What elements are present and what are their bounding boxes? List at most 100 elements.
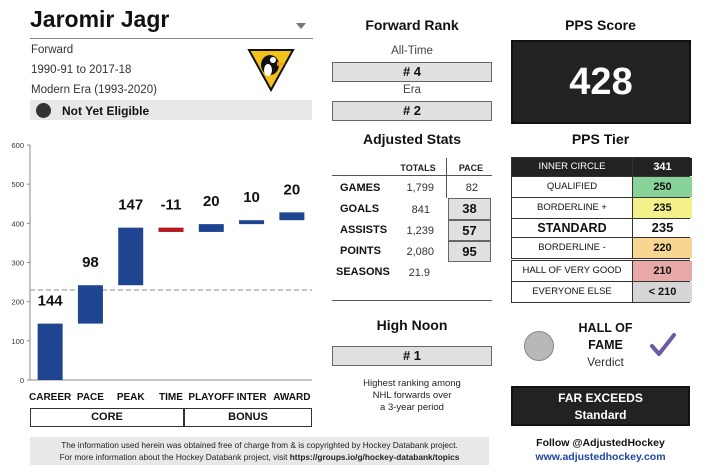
category-label-peak: PEAK	[117, 392, 146, 403]
hof-status: Not Yet Eligible	[62, 104, 150, 118]
tier-value: 210	[632, 261, 692, 281]
tier-name: INNER CIRCLE	[538, 161, 606, 172]
forward-rank-title: Forward Rank	[365, 17, 459, 33]
tier-name: EVERYONE ELSE	[532, 286, 612, 297]
stat-pace-games: 82	[465, 182, 478, 194]
y-tick-label: 100	[11, 337, 24, 346]
tier-name: BORDERLINE -	[538, 242, 606, 253]
tier-value: 341	[632, 158, 692, 176]
pace-header: PACE	[458, 163, 484, 173]
follow-handle[interactable]: Follow @AdjustedHockey	[536, 437, 665, 449]
player-dropdown-arrow-icon[interactable]	[296, 23, 306, 29]
stat-label-assists: ASSISTS	[340, 224, 388, 236]
hof-verdict-avatar	[524, 331, 554, 361]
stat-pace-goals: 38	[448, 198, 491, 220]
exceeds-line2: Standard	[574, 408, 627, 422]
data-source-note: The information used herein was obtained…	[30, 437, 489, 465]
value-label-peak: 147	[118, 197, 143, 214]
tier-value: 220	[632, 238, 692, 258]
era-rank: # 2	[332, 101, 492, 121]
stat-total-points: 2,080	[406, 246, 434, 258]
stat-pace-points: 95	[448, 241, 491, 262]
y-tick-label: 0	[20, 376, 24, 385]
tier-name: BORDERLINE +	[537, 202, 607, 213]
all-time-label: All-Time	[391, 45, 433, 57]
data-source-text: For more information about the Hockey Da…	[59, 452, 290, 462]
high-noon-rank: # 1	[332, 346, 492, 366]
tier-row: BORDERLINE + 235	[511, 197, 692, 219]
stat-label-points: POINTS	[340, 245, 381, 257]
tier-row: BORDERLINE - 220	[511, 237, 692, 259]
y-tick-label: 200	[11, 298, 24, 307]
group-bonus: BONUS	[184, 408, 312, 427]
stat-label-seasons: SEASONS	[336, 266, 390, 278]
group-core: CORE	[30, 408, 184, 427]
bar-peak	[118, 227, 144, 286]
player-name: Jaromir Jagr	[30, 6, 170, 32]
tier-row: EVERYONE ELSE < 210	[511, 281, 692, 303]
totals-header: TOTALS	[400, 163, 436, 173]
penguins-logo	[247, 49, 295, 92]
checkmark-icon	[650, 333, 676, 356]
stat-total-goals: 841	[411, 204, 430, 216]
data-source-line2: For more information about the Hockey Da…	[30, 451, 489, 463]
y-tick-label: 300	[11, 259, 24, 268]
category-label-pace: PACE	[77, 392, 104, 403]
value-label-inter: 10	[243, 189, 260, 206]
stat-label-games: GAMES	[340, 182, 381, 194]
stat-total-games: 1,799	[406, 182, 434, 194]
player-era: Modern Era (1993-2020)	[31, 84, 157, 96]
tier-name: QUALIFIED	[546, 181, 598, 192]
player-seasons: 1990-91 to 2017-18	[31, 64, 132, 76]
value-label-career: 144	[38, 293, 64, 310]
tier-value: 250	[632, 177, 692, 197]
y-tick-label: 500	[11, 180, 24, 189]
value-label-pace: 98	[82, 254, 99, 271]
category-label-inter: INTER	[237, 392, 268, 403]
bar-pace	[77, 285, 103, 324]
hockey-databank-link[interactable]: https://groups.io/g/hockey-databank/topi…	[289, 452, 460, 462]
y-tick-label: 600	[11, 141, 24, 150]
tier-row: INNER CIRCLE 341	[511, 157, 692, 177]
all-time-rank: # 4	[332, 62, 492, 82]
far-exceeds-box: FAR EXCEEDS Standard	[511, 386, 690, 426]
high-noon-title: High Noon	[376, 317, 448, 333]
pps-score-value: 428	[511, 40, 691, 124]
bar-award	[279, 212, 305, 221]
hall-of-fame-icon	[36, 103, 51, 118]
era-label: Era	[403, 84, 421, 96]
tier-name: HALL OF VERY GOOD	[522, 265, 622, 276]
verdict-subtitle: Verdict	[587, 355, 624, 369]
verdict-title: HALL OF FAME	[568, 320, 643, 354]
high-noon-rule	[332, 300, 492, 301]
tier-row: QUALIFIED 250	[511, 176, 692, 198]
pps-tier-table: INNER CIRCLE 341 QUALIFIED 250 BORDERLINE + 2…	[511, 157, 692, 303]
bar-playoff	[198, 224, 224, 232]
hof-status-row	[30, 100, 312, 120]
stat-total-seasons: 21.9	[408, 267, 430, 279]
pps-tier-title: PPS Tier	[571, 131, 630, 147]
value-label-award: 20	[284, 181, 301, 198]
high-noon-desc-2: NHL forwards over	[372, 390, 452, 401]
bar-career	[37, 323, 63, 380]
website-link[interactable]: www.adjustedhockey.com	[535, 451, 666, 463]
stat-label-goals: GOALS	[340, 203, 380, 215]
tier-name: STANDARD	[537, 221, 607, 235]
pps-score-title: PPS Score	[565, 17, 636, 33]
exceeds-line1: FAR EXCEEDS	[558, 391, 643, 405]
category-label-time: TIME	[159, 392, 183, 403]
bar-time	[158, 227, 184, 232]
high-noon-description: Highest ranking among NHL forwards over …	[332, 378, 492, 414]
high-noon-desc-1: Highest ranking among	[363, 378, 461, 389]
category-label-career: CAREER	[29, 392, 72, 403]
data-source-line1: The information used herein was obtained…	[61, 440, 458, 450]
y-tick-label: 400	[11, 219, 24, 228]
stat-total-assists: 1,239	[406, 225, 434, 237]
verdict-title-2: FAME	[588, 338, 623, 352]
stats-header-rule	[332, 175, 492, 176]
name-divider	[30, 38, 313, 39]
stats-column-rule	[446, 158, 447, 198]
verdict-title-1: HALL OF	[578, 321, 633, 335]
adjusted-stats-title: Adjusted Stats	[362, 131, 461, 147]
tier-value: < 210	[632, 282, 692, 302]
